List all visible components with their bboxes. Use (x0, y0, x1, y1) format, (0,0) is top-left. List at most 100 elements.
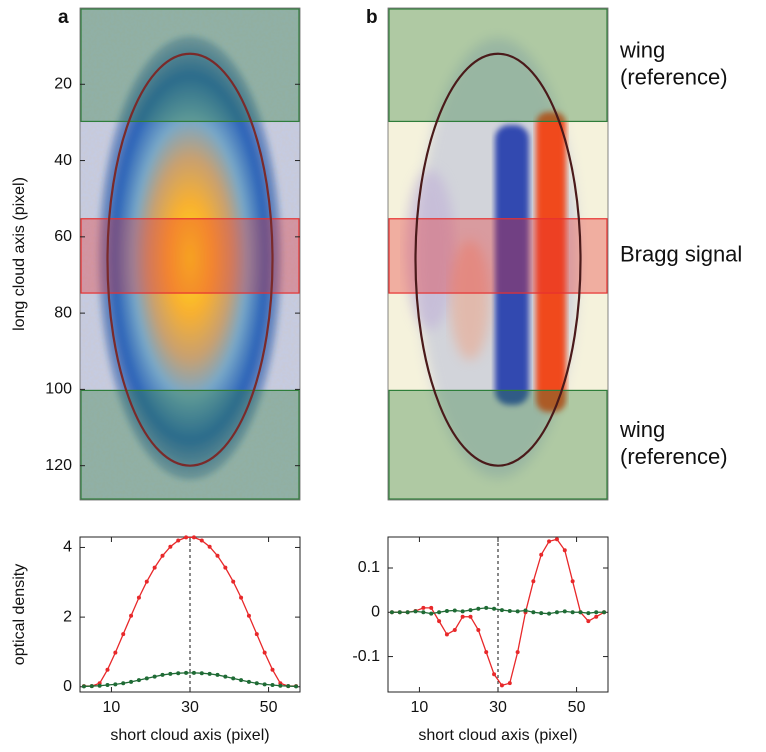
data-point (507, 608, 512, 613)
data-point (437, 610, 442, 615)
y-axis-label: long cloud axis (pixel) (11, 177, 28, 331)
annotation: Bragg signal (620, 242, 742, 267)
data-point (121, 681, 126, 686)
data-point (586, 611, 591, 616)
data-point (539, 611, 544, 616)
x-tick-label: 10 (411, 699, 429, 716)
data-point (499, 683, 504, 688)
data-point (129, 613, 134, 618)
data-point (570, 610, 575, 615)
data-point (207, 544, 212, 549)
region-band (388, 389, 608, 500)
y-tick-label: 60 (54, 228, 72, 245)
data-point (215, 672, 220, 677)
data-point (121, 632, 126, 637)
y-tick-label: 0 (371, 604, 380, 621)
data-point (113, 682, 118, 687)
data-point (476, 628, 481, 632)
data-point (531, 610, 536, 615)
data-point (262, 650, 267, 655)
data-point (484, 605, 489, 610)
data-point (468, 614, 473, 619)
data-point (199, 671, 204, 676)
x-tick-label: 50 (260, 699, 278, 716)
panel-label: b (366, 7, 378, 28)
data-point (444, 608, 449, 613)
data-point (97, 683, 102, 688)
data-point (191, 535, 196, 540)
y-tick-label: 20 (54, 75, 72, 92)
data-point (168, 544, 173, 549)
x-axis-label: short cloud axis (pixel) (110, 727, 269, 744)
x-tick-label: 50 (568, 699, 586, 716)
image-frame (387, 7, 609, 501)
data-point (191, 670, 196, 675)
series-line (83, 672, 297, 688)
data-point (176, 538, 181, 543)
data-point (413, 609, 418, 614)
region-band (388, 8, 608, 123)
data-point (160, 553, 165, 558)
data-point (152, 674, 157, 679)
data-point (429, 611, 434, 616)
data-point (405, 610, 410, 615)
data-point (429, 605, 434, 610)
image-b (388, 8, 608, 500)
data-point (547, 611, 552, 616)
data-point (184, 670, 189, 675)
data-point (160, 672, 165, 677)
data-point (239, 595, 244, 600)
data-point (81, 684, 86, 689)
data-point (531, 579, 536, 584)
y-tick-label: 0.1 (358, 559, 380, 576)
data-point (215, 553, 220, 558)
data-point (492, 606, 497, 611)
annotation: (reference) (620, 65, 728, 90)
data-point (515, 650, 520, 655)
data-point (144, 676, 149, 681)
y-tick-label: 120 (45, 457, 72, 474)
panel-label: a (58, 7, 69, 28)
data-point (262, 682, 267, 687)
data-point (270, 683, 275, 688)
data-point (152, 565, 157, 570)
data-point (578, 610, 583, 615)
region-band (80, 389, 300, 500)
region-band (80, 8, 300, 123)
cloud-outline (414, 52, 582, 467)
data-point (444, 632, 449, 637)
data-point (231, 579, 236, 584)
data-point (484, 650, 489, 655)
x-tick-label: 30 (489, 699, 507, 716)
data-point (136, 595, 141, 600)
annotation: wing (619, 417, 665, 442)
data-point (594, 614, 599, 619)
data-point (602, 610, 607, 615)
data-point (515, 609, 520, 614)
y-axis-label: optical density (11, 564, 28, 665)
data-point (539, 552, 544, 557)
series-line (391, 538, 605, 687)
data-point (105, 667, 110, 672)
image-frame (79, 7, 301, 501)
region-band (80, 218, 300, 294)
image-a (80, 8, 300, 500)
data-point (136, 678, 141, 683)
data-point (586, 619, 591, 624)
data-point (270, 667, 275, 672)
data-point (223, 674, 228, 679)
data-point (452, 628, 457, 632)
data-point (254, 632, 259, 637)
data-point (294, 684, 299, 689)
y-tick-label: 100 (45, 381, 72, 398)
data-point (389, 610, 394, 615)
data-point (129, 679, 134, 684)
data-point (176, 671, 181, 676)
data-point (184, 535, 189, 540)
data-point (421, 605, 426, 610)
data-point (207, 671, 212, 676)
data-point (278, 683, 283, 688)
data-point (476, 606, 481, 611)
data-point (492, 672, 497, 677)
plot-frame (79, 536, 301, 693)
